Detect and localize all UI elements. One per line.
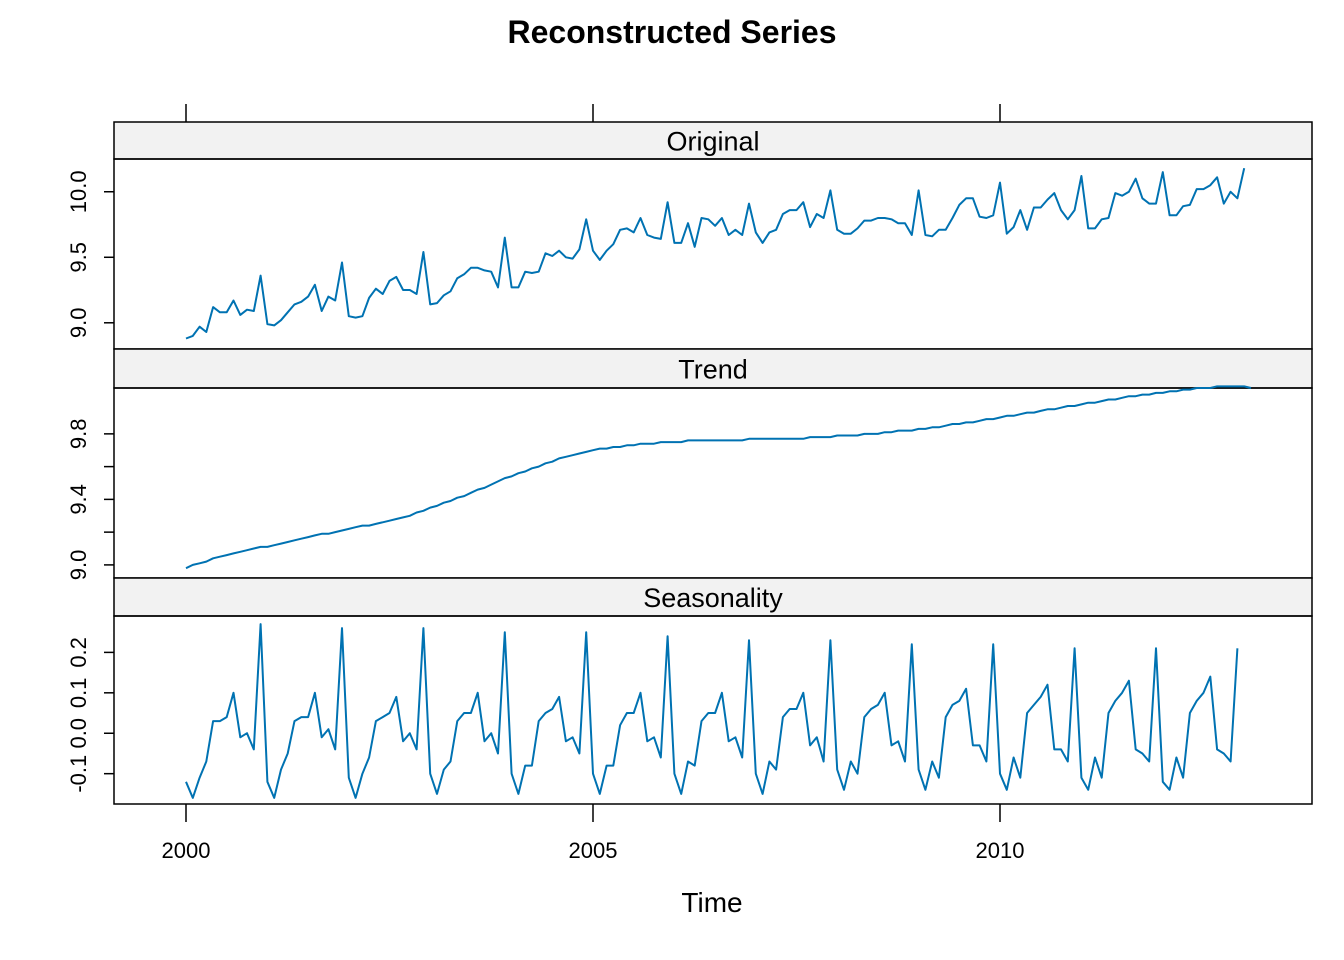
panels-layer: Original 9.0 9.5 10.0 Trend 9.0 9.4 9.8 Seasonal… <box>66 121 1313 805</box>
y-tick-label-original: 9.5 <box>66 242 91 273</box>
plot-frame-seasonality <box>113 615 1313 805</box>
strip-original <box>113 121 1313 160</box>
strip-label-original: Original <box>666 127 759 157</box>
strip-label-seasonality: Seasonality <box>643 583 783 613</box>
strip-label-trend: Trend <box>678 355 748 385</box>
x-tick-label: 2010 <box>976 838 1025 863</box>
y-tick-label-trend: 9.8 <box>66 419 91 450</box>
y-tick-label-original: 9.0 <box>66 307 91 338</box>
strip-seasonality <box>113 577 1313 617</box>
series-line-original <box>185 167 1246 340</box>
panel-seasonality: Seasonality -0.1 0.0 0.1 0.2 <box>66 577 1313 805</box>
y-tick-label-seasonality: 0.0 <box>66 718 91 749</box>
x-axis-label: Time <box>681 887 742 918</box>
plot-frame-trend <box>113 387 1313 579</box>
y-tick-label-original: 10.0 <box>66 170 91 213</box>
y-tick-label-trend: 9.0 <box>66 550 91 581</box>
panel-trend: Trend 9.0 9.4 9.8 <box>66 348 1313 581</box>
series-line-seasonality <box>185 623 1239 799</box>
plot-frame-original <box>113 158 1313 350</box>
y-tick-label-seasonality: 0.1 <box>66 678 91 709</box>
y-tick-label-seasonality: -0.1 <box>66 755 91 793</box>
series-line-trend <box>185 385 1252 570</box>
y-tick-label-trend: 9.4 <box>66 484 91 515</box>
x-tick-label: 2005 <box>569 838 618 863</box>
x-tick-label: 2000 <box>162 838 211 863</box>
y-tick-label-seasonality: 0.2 <box>66 637 91 668</box>
strip-trend <box>113 348 1313 389</box>
chart-title: Reconstructed Series <box>507 14 836 50</box>
x-axis: 2000 2005 2010 <box>162 104 1025 863</box>
panel-original: Original 9.0 9.5 10.0 <box>66 121 1313 350</box>
